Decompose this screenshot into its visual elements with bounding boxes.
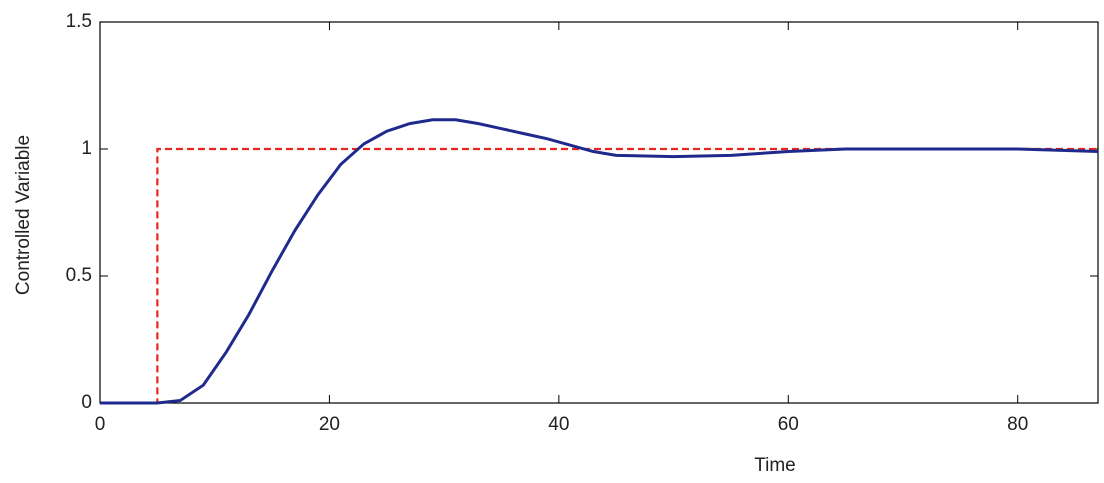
x-tick-label: 20 [319, 414, 340, 435]
x-axis-label: Time [754, 455, 796, 476]
series-line [100, 118, 1099, 405]
y-tick-label: 1.5 [66, 11, 92, 32]
x-tick-label: 80 [1007, 414, 1028, 435]
series-line [100, 147, 1098, 405]
y-tick-label: 1 [81, 138, 92, 159]
plot-frame [99, 21, 1099, 404]
y-axis-label: Controlled Variable [13, 135, 34, 295]
y-tick-label: 0 [81, 392, 92, 413]
x-tick-label: 60 [778, 414, 799, 435]
y-tick-label: 0.5 [66, 265, 92, 286]
x-tick-label: 0 [95, 414, 106, 435]
x-tick-label: 40 [548, 414, 569, 435]
